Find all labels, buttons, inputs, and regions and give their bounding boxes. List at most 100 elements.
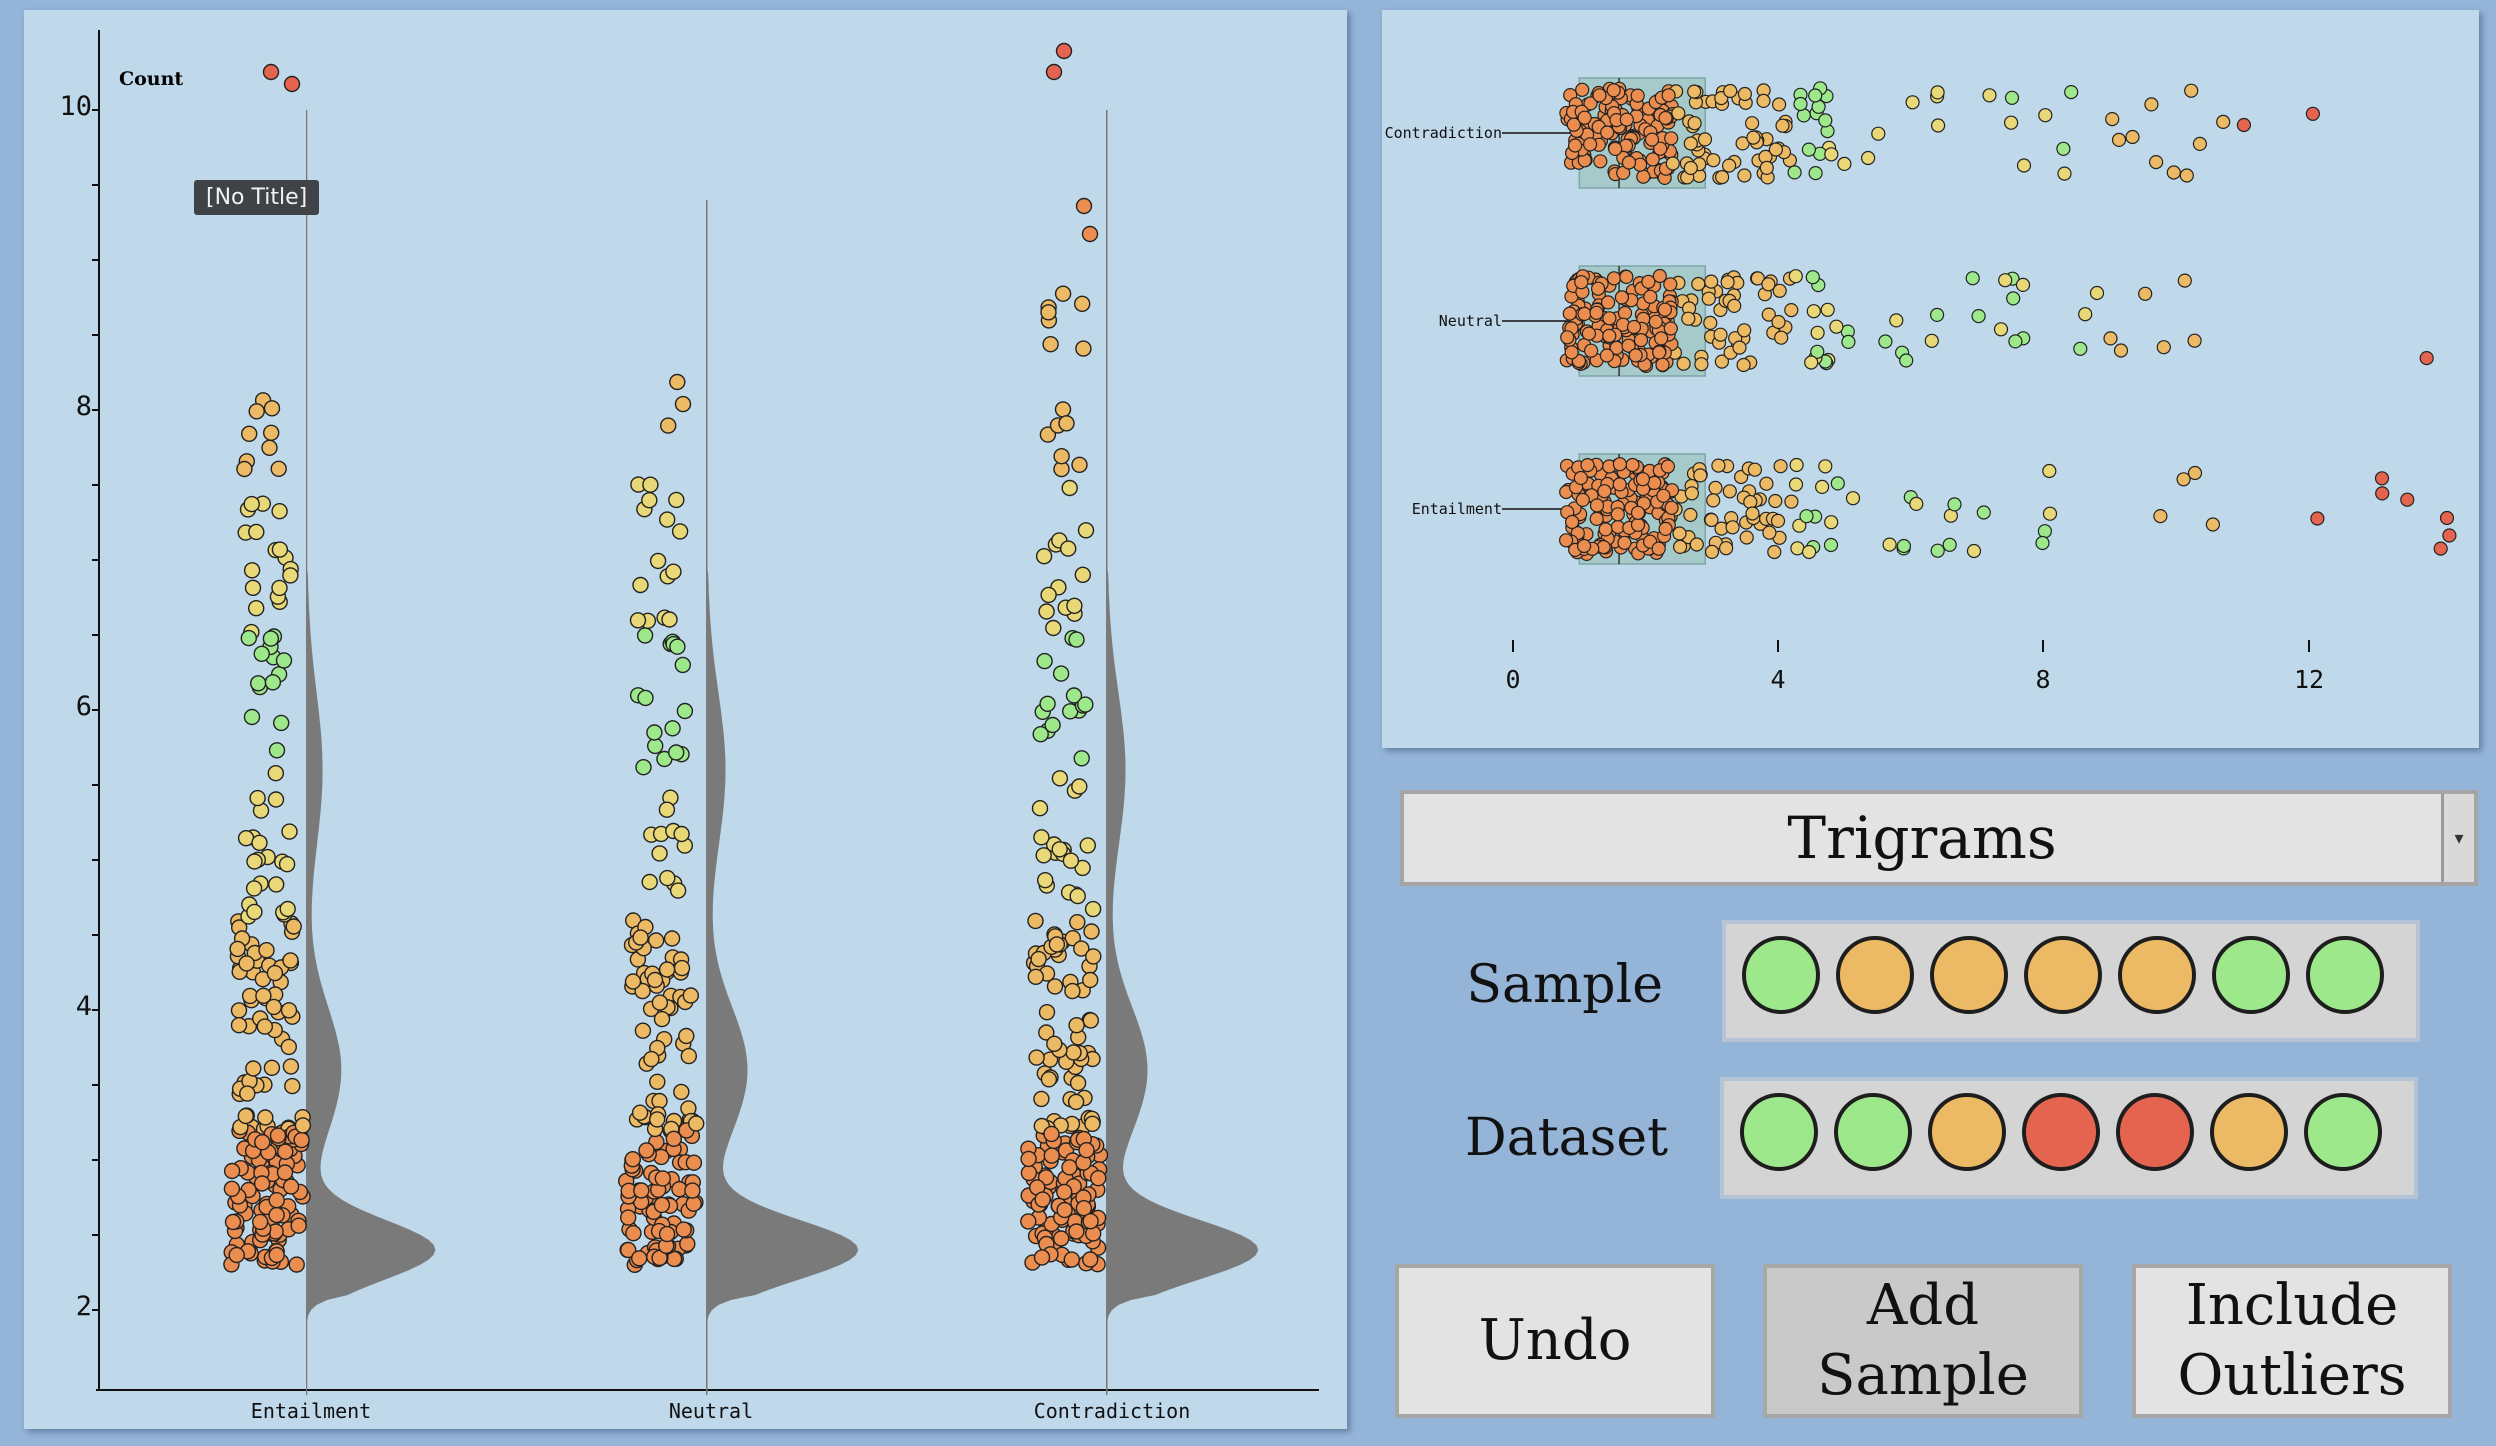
data-point: [1583, 96, 1598, 111]
data-point: [2015, 277, 2031, 292]
data-point: [1773, 459, 1788, 474]
data-point: [1789, 457, 1804, 473]
status-dot: [1834, 1093, 1912, 1171]
data-point: [1727, 298, 1742, 313]
data-point: [1704, 274, 1719, 289]
data-point: [669, 373, 686, 391]
data-point: [2433, 541, 2448, 556]
data-point: [1580, 458, 1595, 473]
data-point: [1619, 269, 1634, 284]
data-point: [1648, 314, 1663, 329]
data-point: [1031, 800, 1049, 817]
data-point: [2035, 535, 2050, 551]
data-point: [2156, 340, 2171, 355]
data-point: [2177, 273, 2192, 288]
data-point: [223, 1180, 241, 1198]
data-point: [674, 395, 692, 413]
data-point: [1038, 1004, 1056, 1021]
box-plot: Contradiction Neutral Entailment 0 4 8 1…: [1385, 77, 2457, 694]
data-point: [1759, 476, 1774, 491]
data-point: [1808, 88, 1823, 103]
outlier-point: [1075, 197, 1093, 215]
data-point: [1792, 518, 1807, 533]
data-point: [1577, 110, 1592, 125]
data-point: [1058, 415, 1075, 432]
data-point: [1657, 302, 1672, 317]
data-point: [1723, 83, 1738, 99]
data-point: [664, 720, 681, 737]
data-point: [1066, 597, 1083, 614]
data-point: [1043, 1125, 1060, 1143]
data-point: [2138, 286, 2153, 301]
data-point: [262, 424, 280, 441]
data-point: [1930, 543, 1945, 558]
y-tick-label: 2: [76, 1291, 92, 1322]
data-point: [1589, 498, 1605, 513]
data-point: [658, 961, 676, 978]
data-point: [249, 675, 267, 692]
data-point: [282, 952, 299, 969]
data-point: [1054, 285, 1072, 302]
violin-chart: Count 10 8 6 4 2 Entailment Neutral Cont…: [59, 30, 1319, 1423]
data-point: [2037, 524, 2053, 539]
dropdown-arrow-icon[interactable]: ▾: [2441, 794, 2474, 882]
data-point: [1818, 113, 1833, 128]
sample-row-label: Sample: [1466, 955, 1663, 1015]
data-point: [246, 903, 263, 921]
data-point: [1063, 1251, 1081, 1268]
data-point: [1671, 106, 1686, 121]
data-point: [629, 612, 647, 629]
data-point: [2078, 307, 2093, 322]
add-sample-button[interactable]: Add Sample: [1763, 1264, 2083, 1418]
data-point: [1619, 112, 1634, 127]
data-point: [1617, 305, 1633, 321]
data-point: [267, 791, 285, 808]
outlier-point: [1055, 42, 1073, 60]
data-point: [1068, 631, 1085, 648]
data-point: [2153, 509, 2168, 524]
data-point: [1566, 117, 1581, 132]
data-point: [1652, 268, 1667, 284]
undo-button[interactable]: Undo: [1395, 1264, 1715, 1418]
data-point: [1660, 459, 1675, 474]
data-point: [1830, 476, 1845, 491]
data-point: [1799, 509, 1814, 524]
data-point: [1756, 93, 1771, 109]
data-point: [293, 1131, 310, 1149]
data-point: [268, 1191, 285, 1209]
data-point: [230, 1002, 248, 1019]
data-point: [263, 400, 281, 417]
status-dot: [2304, 1093, 2382, 1171]
data-point: [1806, 304, 1821, 319]
data-point: [1075, 1199, 1093, 1217]
data-point: [1683, 160, 1698, 176]
ngram-dropdown[interactable]: Trigrams ▾: [1400, 790, 2478, 886]
data-point: [1804, 355, 1819, 370]
data-point: [1697, 132, 1713, 147]
data-point: [1878, 334, 1893, 349]
data-point: [654, 1170, 671, 1187]
data-point: [262, 630, 280, 647]
data-point: [2057, 166, 2072, 181]
data-point: [1965, 271, 1980, 286]
data-point: [1071, 778, 1088, 795]
data-point: [1658, 110, 1673, 126]
data-point: [637, 689, 654, 707]
data-point: [1767, 544, 1782, 560]
data-point: [1706, 493, 1721, 508]
box-category-label: Contradiction: [1385, 124, 1502, 142]
data-point: [1774, 330, 1789, 345]
data-point: [284, 1077, 301, 1095]
data-point: [649, 1111, 666, 1128]
data-point: [290, 1217, 307, 1234]
data-point: [247, 600, 265, 617]
data-point: [1871, 126, 1886, 141]
include-outliers-button[interactable]: Include Outliers: [2132, 1264, 2452, 1418]
data-point: [1820, 302, 1835, 317]
data-point: [658, 801, 676, 818]
outlier-point: [1081, 225, 1099, 243]
data-point: [636, 627, 654, 644]
data-point: [1747, 462, 1762, 477]
data-point: [669, 882, 687, 899]
data-point: [1630, 88, 1645, 103]
